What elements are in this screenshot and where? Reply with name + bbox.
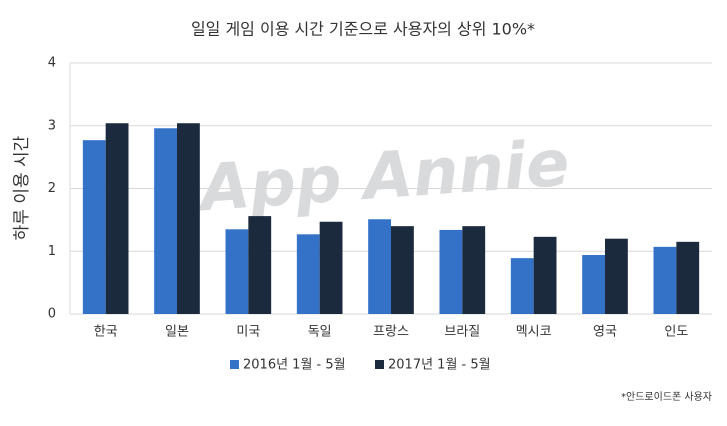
bar (462, 226, 486, 314)
x-tick-label: 일본 (165, 325, 189, 340)
x-tick-label: 프랑스 (373, 325, 409, 340)
x-tick-label: 한국 (94, 325, 118, 340)
footnote: *안드로이드폰 사용자 (621, 391, 712, 403)
bar (605, 238, 628, 314)
chart-title: 일일 게임 이용 시간 기준으로 사용자의 상위 10%* (191, 20, 535, 39)
bar (676, 241, 700, 314)
bar (533, 236, 557, 314)
bar (154, 128, 177, 314)
x-tick-label: 독일 (308, 325, 332, 340)
bar (439, 229, 463, 314)
bar (296, 234, 320, 314)
bar (82, 140, 106, 314)
x-tick-label: 멕시코 (516, 325, 552, 340)
x-tick-label: 영국 (593, 325, 617, 340)
y-tick-label: 3 (48, 118, 56, 133)
legend-label: 2017년 1월 - 5월 (388, 358, 491, 373)
y-axis-label: 하루 이용 시간 (12, 135, 32, 240)
y-tick-label: 2 (48, 181, 56, 196)
bar (105, 123, 129, 315)
y-tick-label: 1 (48, 244, 56, 259)
bar (177, 123, 200, 315)
y-tick-label: 4 (48, 56, 56, 71)
bar (510, 258, 534, 314)
x-tick-label: 미국 (236, 325, 260, 340)
bar (368, 219, 391, 314)
bar (319, 221, 343, 314)
bar (582, 255, 605, 314)
bar (225, 229, 249, 314)
x-tick-label: 브라질 (444, 325, 480, 340)
watermark: App Annie (193, 127, 572, 227)
y-tick-label: 0 (48, 307, 56, 322)
bar (248, 216, 272, 314)
x-tick-label: 인도 (664, 325, 688, 340)
bar (391, 226, 414, 314)
legend-label: 2016년 1월 - 5월 (243, 358, 346, 373)
legend-swatch (375, 360, 384, 369)
legend-swatch (230, 360, 239, 369)
bar (653, 246, 677, 314)
